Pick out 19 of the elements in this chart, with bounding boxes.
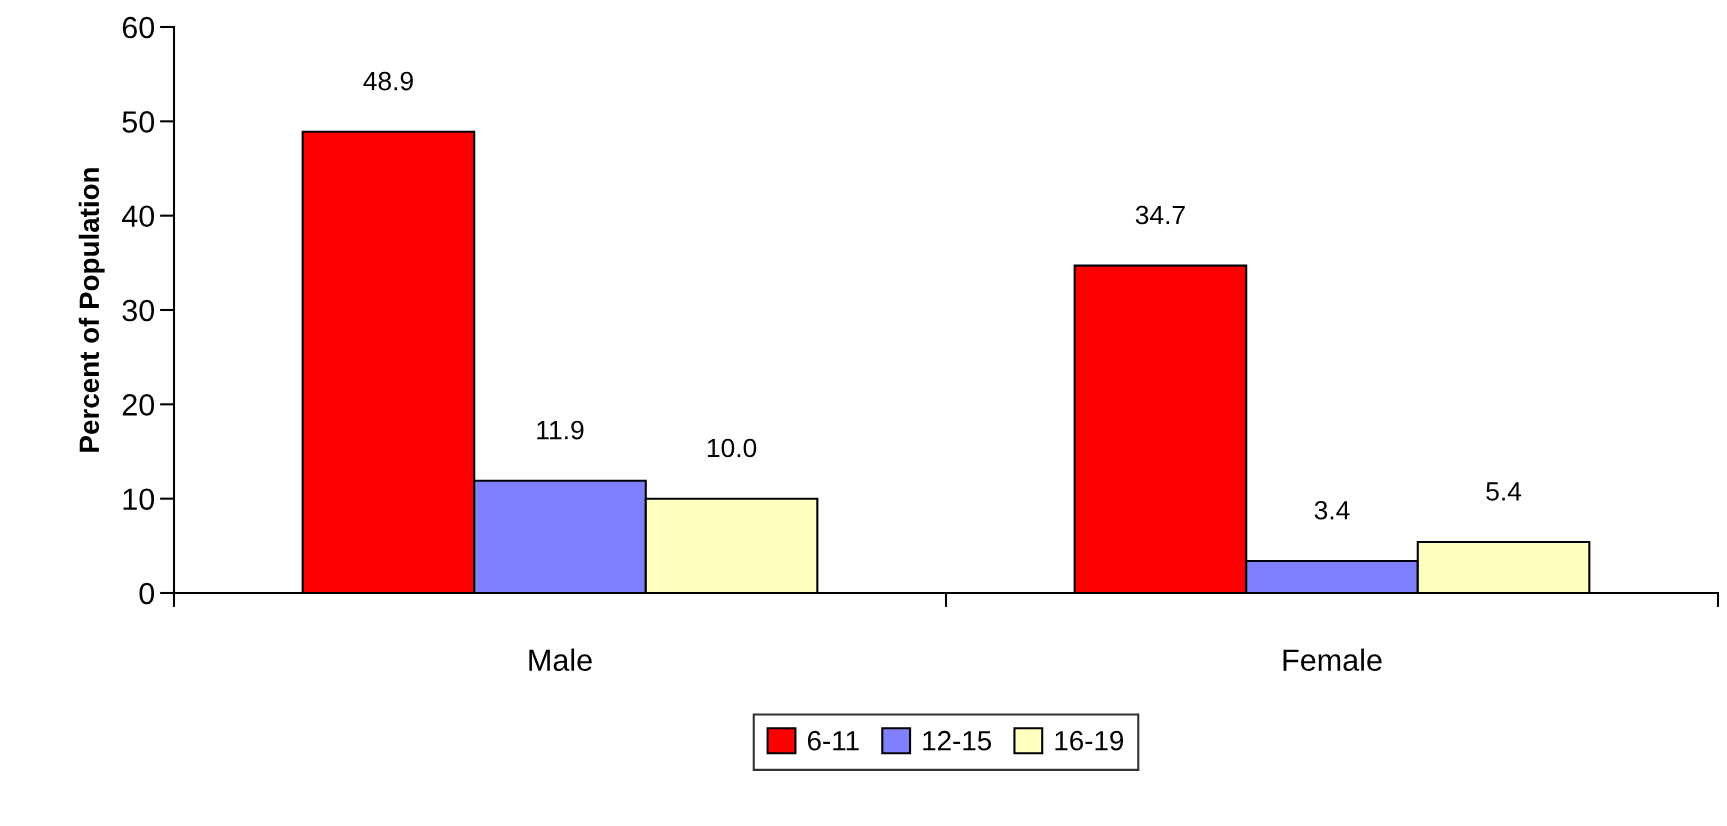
legend-label: 16-19 bbox=[1055, 730, 1124, 751]
y-tick-label: 30 bbox=[122, 299, 155, 322]
data-label: 11.9 bbox=[537, 420, 584, 440]
data-label: 3.4 bbox=[1314, 500, 1350, 520]
x-tick-label: Female bbox=[1283, 648, 1382, 671]
y-tick-label: 50 bbox=[122, 111, 155, 133]
data-label: 5.4 bbox=[1486, 482, 1522, 501]
legend-label: 12-15 bbox=[923, 730, 992, 751]
y-tick-label: 10 bbox=[123, 488, 155, 511]
data-label: 48.9 bbox=[363, 71, 413, 91]
x-tick-label: Male bbox=[529, 648, 592, 671]
y-tick-label: 0 bbox=[139, 582, 155, 605]
y-tick-label: 60 bbox=[122, 16, 155, 39]
data-label: 34.7 bbox=[1135, 205, 1185, 225]
legend-label: 6-11 bbox=[807, 730, 859, 751]
y-tick-label: 20 bbox=[122, 394, 155, 416]
y-tick-label: 40 bbox=[121, 205, 155, 228]
data-label: 10.0 bbox=[707, 438, 757, 458]
y-axis-title: Percent of Population bbox=[78, 168, 105, 452]
